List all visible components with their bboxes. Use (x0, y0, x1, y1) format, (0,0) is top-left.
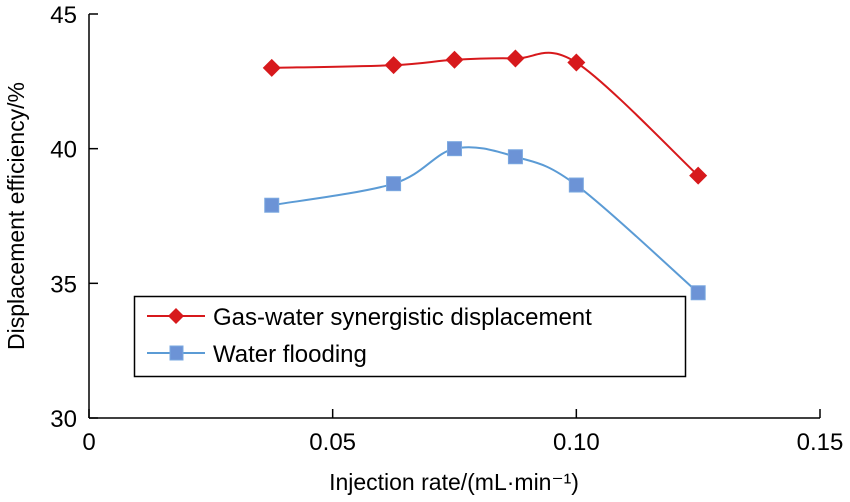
legend-label-water-flooding: Water flooding (213, 341, 367, 368)
series-line (271, 51, 699, 177)
data-point-diamond (384, 56, 403, 75)
y-tick-label: 45 (50, 2, 77, 29)
x-tick-label: 0.10 (553, 429, 600, 456)
y-tick-label: 35 (50, 271, 77, 298)
y-tick-label: 30 (50, 406, 77, 433)
series-water-flooding (264, 141, 706, 301)
data-point-diamond (445, 50, 464, 69)
x-tick-label: 0.05 (309, 429, 356, 456)
series-layer (262, 49, 708, 301)
legend-square-marker (169, 345, 184, 361)
data-point-square (507, 149, 523, 165)
y-tick-label: 40 (50, 137, 77, 164)
legend-item-gas-water: Gas-water synergistic displacement (147, 304, 592, 331)
x-tick-label: 0 (82, 429, 95, 456)
data-point-square (568, 177, 584, 193)
series-line (271, 146, 699, 294)
data-point-square (386, 176, 402, 192)
y-axis-title: Displacement efficiency/% (3, 82, 29, 350)
data-point-diamond (567, 53, 586, 72)
legend-diamond-marker (168, 308, 184, 324)
data-point-diamond (262, 58, 281, 77)
data-point-square (690, 285, 706, 301)
legend-label-gas-water: Gas-water synergistic displacement (213, 304, 592, 331)
series-gas-water (262, 49, 708, 185)
legend: Gas-water synergistic displacement Water… (133, 295, 687, 378)
legend-box (133, 295, 687, 378)
data-point-square (264, 197, 280, 213)
legend-item-water-flooding: Water flooding (147, 341, 367, 368)
axes (88, 13, 821, 419)
data-point-diamond (689, 166, 708, 185)
tick-labels: 30 35 40 45 0 0.05 0.10 0.15 (50, 2, 843, 456)
x-tick-label: 0.15 (797, 429, 844, 456)
x-axis-title: Injection rate/(mL·min⁻¹) (329, 469, 579, 495)
data-point-diamond (506, 49, 525, 68)
data-point-square (447, 141, 462, 157)
